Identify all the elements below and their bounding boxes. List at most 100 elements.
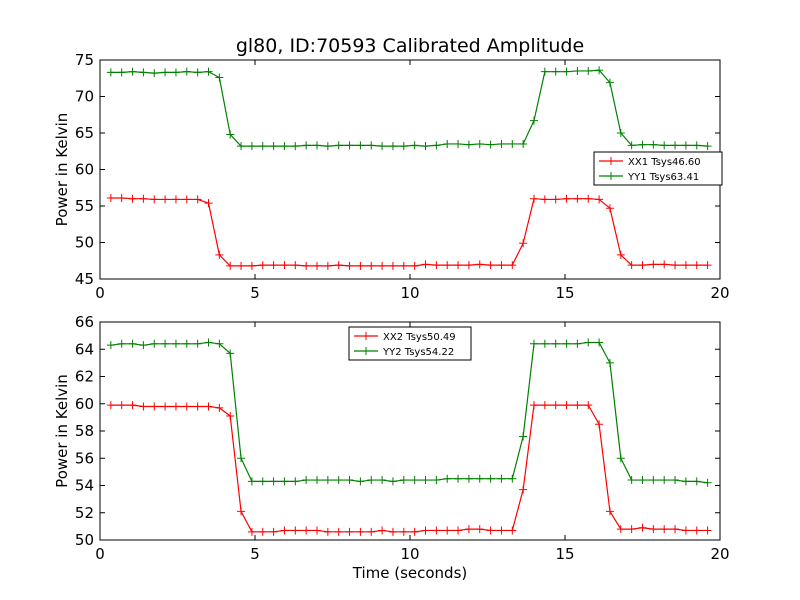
top-data-point xyxy=(410,141,419,150)
top-data-point xyxy=(692,261,701,270)
bottom-y-tick-label: 54 xyxy=(75,477,94,495)
bottom-data-point xyxy=(280,477,289,486)
bottom-data-point xyxy=(106,401,115,410)
top-legend-box xyxy=(593,151,723,186)
top-data-point xyxy=(258,142,267,151)
top-data-point xyxy=(117,193,126,202)
top-data-point xyxy=(247,261,256,270)
top-data-point xyxy=(356,141,365,150)
bottom-data-point xyxy=(161,339,170,348)
bottom-data-point xyxy=(649,525,658,534)
bottom-data-point xyxy=(627,525,636,534)
bottom-data-point xyxy=(388,477,397,486)
top-x-tick-label: 20 xyxy=(710,284,729,302)
top-data-point xyxy=(367,261,376,270)
top-data-point xyxy=(595,66,604,75)
top-y-tick-label: 55 xyxy=(75,197,94,215)
bottom-data-point xyxy=(367,476,376,485)
bottom-y-tick-label: 50 xyxy=(75,531,94,549)
bottom-legend-marker xyxy=(362,347,370,355)
top-data-point xyxy=(399,142,408,151)
top-legend-marker xyxy=(607,157,615,165)
bottom-data-point xyxy=(530,401,538,410)
top-data-point xyxy=(258,261,267,270)
bottom-data-point xyxy=(660,525,669,534)
bottom-data-point xyxy=(573,401,582,410)
bottom-data-point xyxy=(432,476,441,485)
bottom-data-point xyxy=(562,339,571,348)
bottom-data-point xyxy=(627,476,636,485)
top-data-point xyxy=(128,194,137,203)
top-data-point xyxy=(660,260,669,269)
top-data-point xyxy=(443,261,452,270)
top-data-point xyxy=(551,195,560,204)
bottom-data-point xyxy=(237,507,246,516)
top-data-point xyxy=(671,141,680,150)
top-data-point xyxy=(334,141,343,150)
bottom-data-point xyxy=(649,476,658,485)
bottom-data-point xyxy=(117,339,126,348)
top-data-point xyxy=(454,139,463,148)
bottom-data-point xyxy=(280,526,289,535)
top-data-point xyxy=(182,195,191,204)
bottom-data-point xyxy=(443,474,452,483)
top-data-point xyxy=(150,69,159,78)
bottom-data-point xyxy=(551,339,560,348)
top-data-point xyxy=(291,261,300,270)
top-data-point xyxy=(443,139,452,148)
bottom-y-tick-label: 58 xyxy=(75,422,94,440)
top-data-point xyxy=(226,261,235,270)
top-data-point xyxy=(378,261,387,270)
bottom-data-point xyxy=(399,476,408,485)
bottom-data-point xyxy=(508,526,517,535)
top-data-point xyxy=(313,261,321,270)
top-data-point xyxy=(530,116,538,125)
top-data-point xyxy=(388,142,397,151)
top-data-point xyxy=(367,141,376,150)
top-x-tick-label: 15 xyxy=(555,284,574,302)
bottom-y-tick-label: 60 xyxy=(75,395,94,413)
bottom-data-point xyxy=(258,477,267,486)
bottom-data-point xyxy=(508,474,517,483)
top-data-point xyxy=(703,261,712,270)
bottom-data-point xyxy=(150,402,159,411)
top-data-point xyxy=(378,142,387,151)
top-data-point xyxy=(204,199,213,208)
top-data-point xyxy=(627,261,636,270)
bottom-legend-label: XX2 Tsys50.49 xyxy=(383,332,456,343)
bottom-data-point xyxy=(345,476,354,485)
bottom-data-point xyxy=(421,476,430,485)
top-data-point xyxy=(269,261,278,270)
bottom-data-point xyxy=(616,525,625,534)
top-data-point xyxy=(215,73,224,82)
top-data-point xyxy=(269,142,278,151)
top-data-point xyxy=(595,195,604,204)
top-data-point xyxy=(616,250,625,259)
top-y-tick-label: 45 xyxy=(75,270,94,288)
top-data-point xyxy=(605,78,614,87)
top-data-point xyxy=(562,67,571,76)
top-data-point xyxy=(106,193,115,202)
top-data-point xyxy=(193,195,202,204)
top-x-tick-label: 0 xyxy=(95,284,105,302)
top-data-point xyxy=(519,139,528,148)
bottom-data-point xyxy=(193,339,202,348)
top-series-1 xyxy=(106,193,712,270)
top-data-point xyxy=(139,68,148,77)
bottom-legend-marker xyxy=(362,332,370,340)
bottom-data-point xyxy=(497,474,506,483)
bottom-data-point xyxy=(595,420,604,429)
bottom-data-point xyxy=(530,339,538,348)
bottom-data-point xyxy=(237,454,246,463)
top-data-point xyxy=(616,129,625,137)
bottom-data-point xyxy=(421,526,430,535)
bottom-data-point xyxy=(128,339,137,348)
top-data-point xyxy=(399,261,408,270)
top-data-point xyxy=(150,195,159,204)
top-data-point xyxy=(171,68,180,77)
bottom-data-point xyxy=(313,526,321,535)
bottom-data-point xyxy=(345,527,354,536)
top-data-point xyxy=(193,68,202,77)
top-data-point xyxy=(464,261,473,270)
bottom-data-point xyxy=(258,527,267,536)
